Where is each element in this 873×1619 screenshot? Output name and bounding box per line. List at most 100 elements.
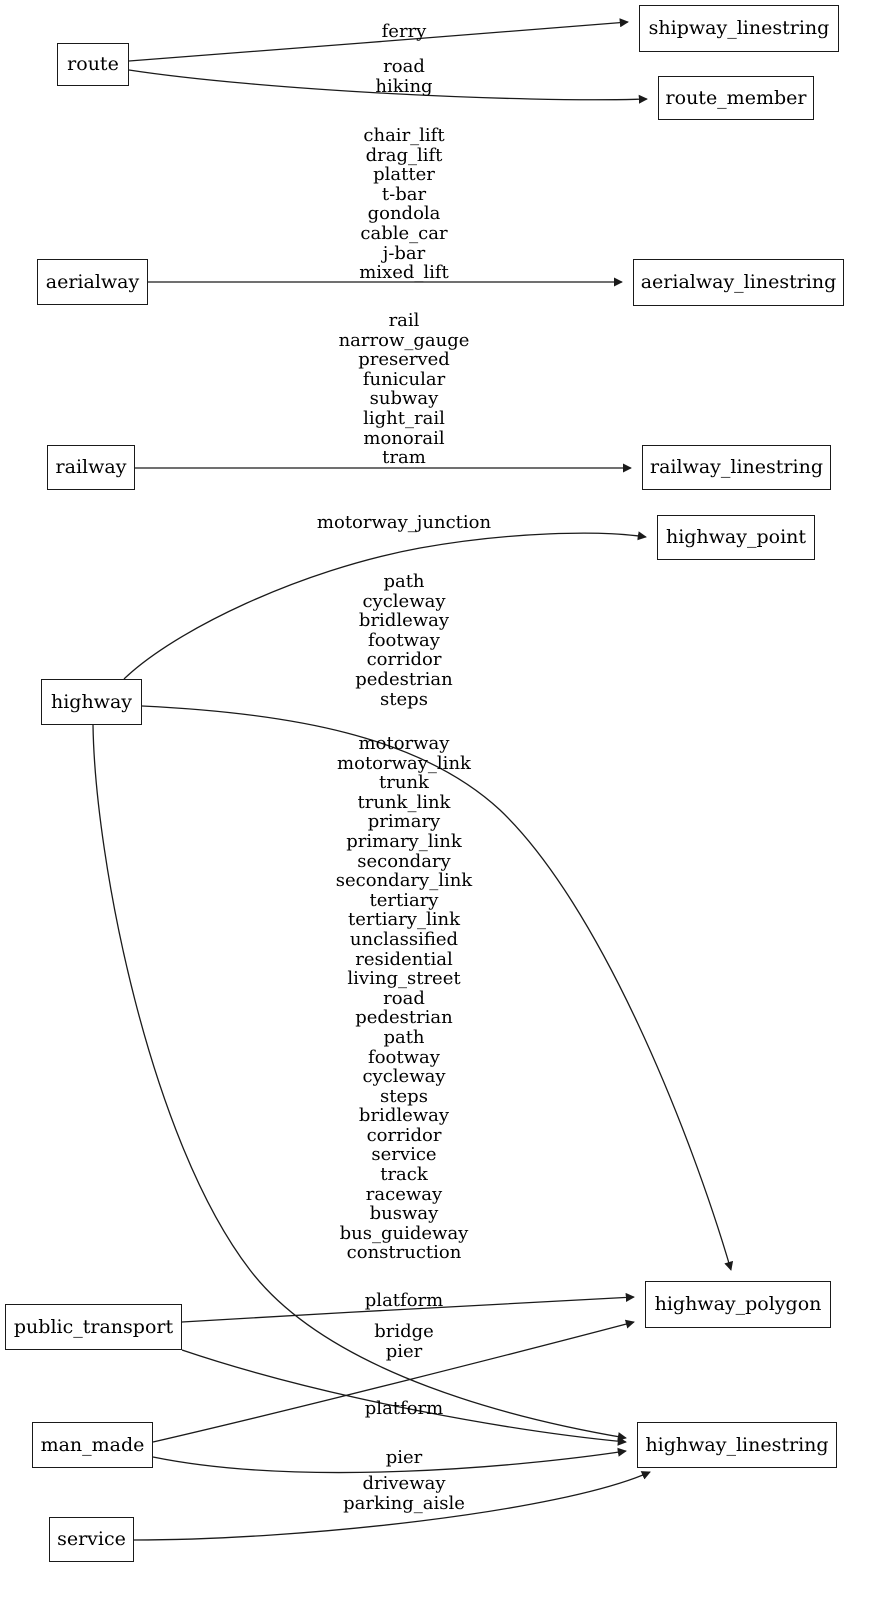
node-railway_linestring[interactable]: railway_linestring <box>642 445 831 490</box>
edge-label-line: pedestrian <box>355 668 453 690</box>
edge-label-line: tertiary <box>369 889 439 911</box>
edge-label-line: primary <box>367 811 441 833</box>
edge-label-line: raceway <box>365 1183 443 1205</box>
edge-label-line: steps <box>380 1085 428 1107</box>
edge-label-line: parking_aisle <box>343 1492 465 1514</box>
edge-label-line: motorway <box>358 733 450 754</box>
edge-label-line: primary_link <box>346 830 462 852</box>
edge-label-line: tertiary_link <box>347 909 460 931</box>
edge-label-line: residential <box>355 948 453 970</box>
edge-label-line: platform <box>364 1398 444 1419</box>
edge-label-line: bridge <box>374 1321 434 1342</box>
node-highway_point[interactable]: highway_point <box>657 515 815 560</box>
edge-label-line: platter <box>373 164 435 186</box>
node-label: highway_linestring <box>645 1433 829 1456</box>
node-label: aerialway_linestring <box>640 271 837 293</box>
edge-label-line: mixed_lift <box>359 262 449 284</box>
edge-label-line: footway <box>368 1046 440 1068</box>
edge-label-line: motorway_junction <box>316 512 492 533</box>
edge-label-line: bus_guideway <box>339 1222 469 1244</box>
node-shipway_linestring[interactable]: shipway_linestring <box>639 5 839 52</box>
edge-label-line: hiking <box>375 75 433 97</box>
node-label: shipway_linestring <box>648 17 830 39</box>
edge-label-line: bridleway <box>358 610 450 632</box>
edge-label-highway-to-highway_point: motorway_junction <box>317 513 491 533</box>
edge-public-transport-to-highway-linestring <box>181 1349 627 1446</box>
edge-label-line: pier <box>385 1447 423 1468</box>
node-railway[interactable]: railway <box>47 445 135 490</box>
node-highway[interactable]: highway <box>41 679 142 725</box>
node-label: public_transport <box>13 1315 174 1338</box>
node-highway_linestring[interactable]: highway_linestring <box>637 1422 837 1468</box>
edge-label-line: living_street <box>347 968 461 990</box>
edge-label-line: construction <box>346 1242 462 1264</box>
node-route_member[interactable]: route_member <box>658 76 814 120</box>
edge-label-line: driveway <box>362 1473 446 1494</box>
edge-label-line: path <box>383 571 425 592</box>
edge-label-line: monorail <box>363 427 445 449</box>
edge-label-man_made-to-highway_linestring: pier <box>386 1448 423 1468</box>
edge-label-highway-to-highway_polygon: path cycleway bridleway footway corridor pede… <box>355 572 453 709</box>
edge-label-line: pedestrian <box>355 1007 453 1029</box>
edge-label-public_transport-to-highway_polygon: platform <box>365 1291 443 1311</box>
edge-label-public_transport-to-highway_linestring: bridge pier <box>374 1322 434 1361</box>
edge-label-line: subway <box>369 388 439 410</box>
edge-label-line: tram <box>382 447 426 469</box>
edge-label-line: unclassified <box>349 928 459 950</box>
edge-label-line: j-bar <box>382 242 426 264</box>
node-man_made[interactable]: man_made <box>32 1422 153 1468</box>
node-aerialway_linestring[interactable]: aerialway_linestring <box>633 259 844 306</box>
edge-label-line: road <box>383 987 425 1009</box>
edge-label-line: secondary <box>357 850 451 872</box>
edge-label-line: busway <box>369 1203 439 1225</box>
edge-label-line: cable_car <box>360 222 448 244</box>
node-aerialway[interactable]: aerialway <box>37 259 148 305</box>
edge-route-to-shipway <box>128 18 629 62</box>
edge-label-line: preserved <box>358 349 450 371</box>
edge-label-line: t-bar <box>381 183 427 205</box>
node-label: service <box>57 1528 126 1550</box>
node-label: aerialway <box>45 270 140 293</box>
edge-label-aerialway-to-aerialway_linestring: chair_lift drag_lift platter t-bar gondola ca… <box>359 126 449 283</box>
edge-label-line: funicular <box>362 368 446 390</box>
node-label: man_made <box>40 1433 145 1456</box>
node-label: railway <box>55 456 127 478</box>
edge-label-line: track <box>380 1164 428 1186</box>
edge-label-railway-to-railway_linestring: rail narrow_gauge preserved funicular subway… <box>339 311 470 468</box>
edge-label-man_made-to-highway_polygon: platform <box>365 1399 443 1419</box>
edge-label-line: road <box>383 56 425 77</box>
edge-label-line: bridleway <box>358 1105 450 1127</box>
node-service[interactable]: service <box>49 1517 134 1562</box>
edge-label-line: motorway_link <box>337 752 471 774</box>
edge-label-line: narrow_gauge <box>338 329 470 351</box>
node-route[interactable]: route <box>57 43 129 86</box>
edge-label-service-to-highway_linestring: driveway parking_aisle <box>343 1474 465 1513</box>
edge-label-line: steps <box>380 688 428 710</box>
edge-label-line: gondola <box>367 203 441 225</box>
edge-label-line: ferry <box>381 21 427 42</box>
edge-label-line: trunk <box>379 772 429 794</box>
edge-label-route-to-route_member: road hiking <box>375 57 432 96</box>
node-label: railway_linestring <box>650 456 823 478</box>
edge-label-highway-to-highway_linestring: motorway motorway_link trunk trunk_link prim… <box>336 734 472 1263</box>
node-label: route_member <box>665 86 807 109</box>
node-public_transport[interactable]: public_transport <box>5 1304 182 1350</box>
edge-label-line: corridor <box>366 649 442 671</box>
edge-label-route-to-shipway_linestring: ferry <box>382 22 427 42</box>
edge-label-line: corridor <box>366 1124 442 1146</box>
edge-label-line: rail <box>388 310 420 331</box>
edge-label-line: drag_lift <box>365 144 443 166</box>
edge-label-line: service <box>371 1144 437 1166</box>
edge-label-line: trunk_link <box>357 791 451 813</box>
edge-label-line: cycleway <box>362 590 446 612</box>
edge-label-line: pier <box>385 1340 423 1362</box>
node-highway_polygon[interactable]: highway_polygon <box>645 1281 831 1328</box>
edge-label-line: footway <box>368 629 440 651</box>
node-label: highway_point <box>665 526 807 548</box>
edge-label-line: cycleway <box>362 1066 446 1088</box>
edge-label-line: path <box>383 1026 425 1048</box>
node-label: highway_polygon <box>654 1293 822 1315</box>
node-label: route <box>67 53 119 75</box>
edge-label-line: light_rail <box>363 407 445 429</box>
